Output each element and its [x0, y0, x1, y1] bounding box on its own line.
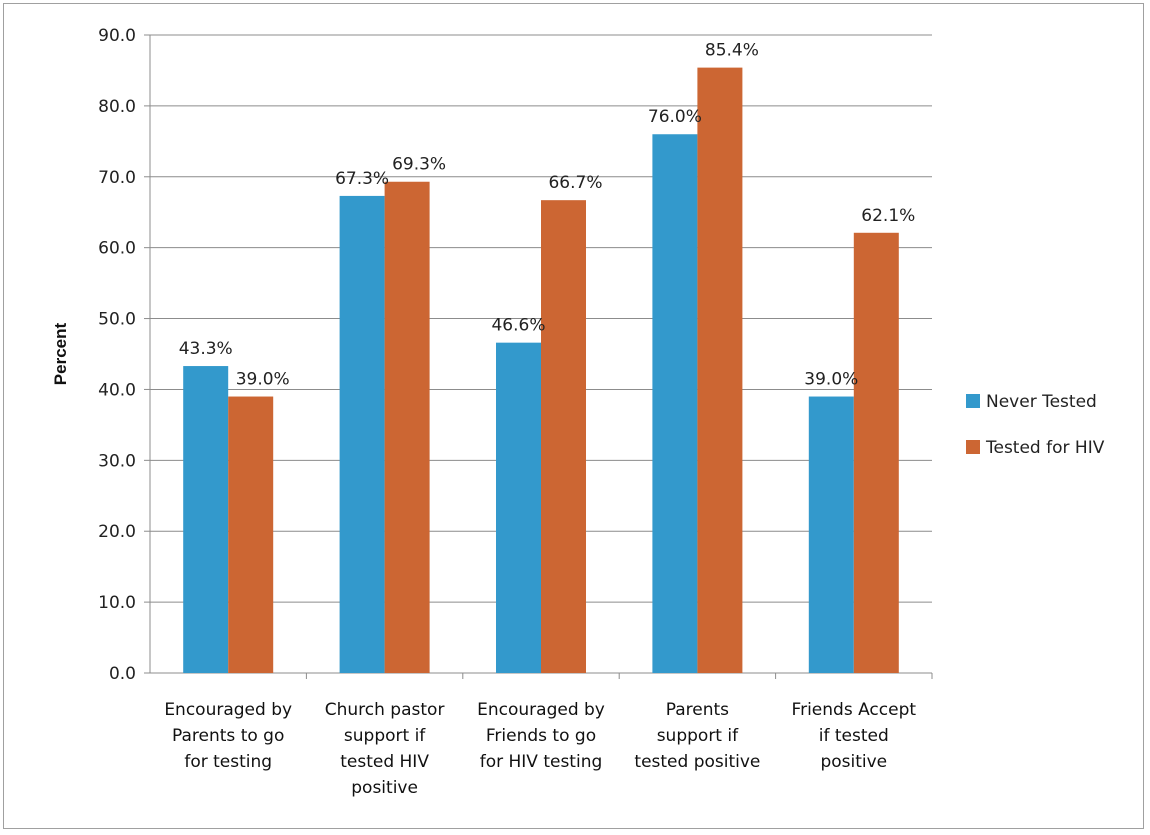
legend: Never Tested Tested for HIV — [966, 392, 1105, 458]
x-category-label: Encouraged by — [477, 700, 605, 720]
x-category-label: positive — [351, 778, 418, 798]
x-category-label: Encouraged by — [164, 700, 292, 720]
legend-swatch — [966, 440, 980, 454]
y-tick-label: 70.0 — [98, 168, 136, 188]
y-tick-label: 80.0 — [98, 97, 136, 117]
x-category-label: Parents to go — [172, 726, 284, 746]
x-category-label: for testing — [184, 752, 272, 772]
bars — [183, 67, 899, 674]
x-category-label: Parents — [666, 700, 729, 720]
data-label: 67.3% — [335, 169, 389, 189]
data-label: 62.1% — [861, 206, 915, 226]
y-tick-label: 20.0 — [98, 522, 136, 542]
y-tick-label: 10.0 — [98, 593, 136, 613]
data-labels: 43.3%39.0%67.3%69.3%46.6%66.7%76.0%85.4%… — [179, 41, 916, 390]
data-label: 69.3% — [392, 155, 446, 175]
y-tick-label: 90.0 — [98, 26, 136, 46]
bar-tested-for-hiv — [541, 200, 586, 673]
x-category-label: tested HIV — [340, 752, 429, 772]
bar-never-tested — [652, 134, 698, 673]
bar-chart: 0.010.020.030.040.050.060.070.080.090.0 … — [51, 26, 1105, 798]
bar-never-tested — [808, 396, 854, 673]
x-category-label: if tested — [819, 726, 889, 746]
x-axis-labels: Encouraged by Parents to go for testing Chu… — [164, 700, 916, 798]
legend-label: Tested for HIV — [985, 438, 1105, 458]
chart-frame: 0.0 10.0 20.0 30.0 40.0 50.0 60.0 70.0 80.0 90.0 … — [3, 3, 1144, 829]
data-label: 39.0% — [804, 370, 858, 390]
x-category-label: support if — [657, 726, 739, 746]
data-label: 76.0% — [648, 107, 702, 127]
data-label: 85.4% — [705, 41, 759, 61]
y-tick-label: 0.0 — [109, 664, 136, 684]
x-category-label: support if — [344, 726, 426, 746]
data-label: 66.7% — [548, 173, 602, 193]
data-label: 39.0% — [236, 370, 290, 390]
x-category-label: Friends to go — [486, 726, 596, 746]
y-tick-label: 50.0 — [98, 310, 136, 330]
y-axis-title: Percent — [51, 322, 70, 385]
y-tick-label: 60.0 — [98, 239, 136, 259]
bar-never-tested — [339, 195, 385, 673]
y-tick-label: 30.0 — [98, 451, 136, 471]
y-axis-ticks: 0.0 10.0 20.0 30.0 40.0 50.0 60.0 70.0 80.0 90.0 — [98, 26, 136, 684]
data-label: 46.6% — [491, 316, 545, 336]
y-tick-label: 40.0 — [98, 380, 136, 400]
bar-tested-for-hiv — [853, 232, 899, 673]
x-category-label: for HIV testing — [480, 752, 603, 772]
bar-never-tested — [183, 366, 229, 673]
legend-label: Never Tested — [986, 392, 1097, 412]
bar-tested-for-hiv — [384, 181, 430, 674]
legend-swatch — [966, 394, 980, 408]
bar-tested-for-hiv — [228, 396, 274, 673]
x-category-label: Church pastor — [325, 700, 445, 720]
x-category-label: Friends Accept — [792, 700, 917, 720]
data-label: 43.3% — [179, 339, 233, 359]
bar-never-tested — [496, 342, 541, 673]
bar-tested-for-hiv — [697, 67, 743, 673]
x-category-label: positive — [820, 752, 887, 772]
x-category-label: tested positive — [634, 752, 760, 772]
